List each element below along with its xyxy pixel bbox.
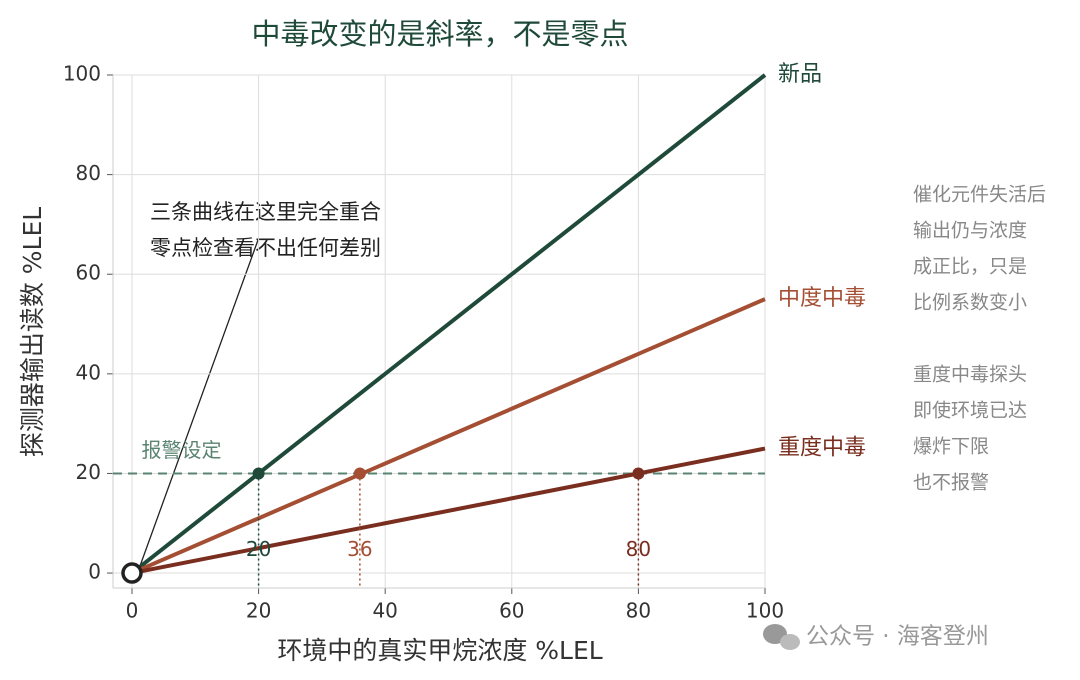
origin-marker	[121, 562, 143, 584]
annotation: 三条曲线在这里完全重合	[150, 200, 381, 224]
series-line	[130, 73, 767, 575]
crossing-label: 36	[347, 537, 372, 561]
x-tick-label: 100	[746, 599, 784, 623]
note: 成正比，只是	[913, 256, 1027, 278]
crossing-label: 80	[626, 537, 651, 561]
annotation-arrow	[139, 239, 259, 567]
note: 爆炸下限	[913, 436, 989, 458]
y-tick-label: 60	[76, 261, 101, 285]
series-line	[131, 297, 766, 575]
chart-title: 中毒改变的是斜率，不是零点	[251, 17, 628, 51]
crossing-point	[632, 467, 645, 480]
note: 比例系数变小	[913, 292, 1027, 314]
note: 重度中毒探头	[913, 364, 1027, 386]
crossing-point	[252, 467, 265, 480]
note: 即使环境已达	[913, 400, 1027, 422]
note: 也不报警	[913, 472, 989, 494]
y-tick-label: 20	[76, 460, 101, 484]
x-tick-label: 20	[246, 599, 271, 623]
y-tick-label: 0	[88, 560, 101, 584]
threshold-label: 报警设定	[141, 438, 221, 462]
crossing-point	[353, 467, 366, 480]
y-tick-label: 80	[76, 161, 101, 185]
series-label: 中度中毒	[778, 286, 866, 311]
watermark-icon	[763, 624, 800, 650]
x-tick-label: 60	[499, 599, 524, 623]
x-tick-label: 40	[372, 599, 397, 623]
x-tick-label: 0	[126, 599, 139, 623]
annotation: 零点检查看不出任何差别	[150, 236, 381, 260]
y-tick-label: 100	[63, 62, 101, 86]
x-tick-label: 80	[626, 599, 651, 623]
y-axis-label: 探测器输出读数 %LEL	[18, 207, 47, 457]
note: 输出仍与浓度	[913, 220, 1027, 242]
watermark: 公众号 · 海客登州	[806, 624, 989, 650]
x-axis-label: 环境中的真实甲烷浓度 %LEL	[277, 636, 602, 665]
note: 催化元件失活后	[913, 184, 1046, 206]
y-tick-label: 40	[76, 360, 101, 384]
series-line	[131, 446, 766, 576]
series-label: 新品	[778, 62, 822, 87]
series-label: 重度中毒	[778, 436, 866, 461]
crossing-label: 20	[246, 537, 271, 561]
